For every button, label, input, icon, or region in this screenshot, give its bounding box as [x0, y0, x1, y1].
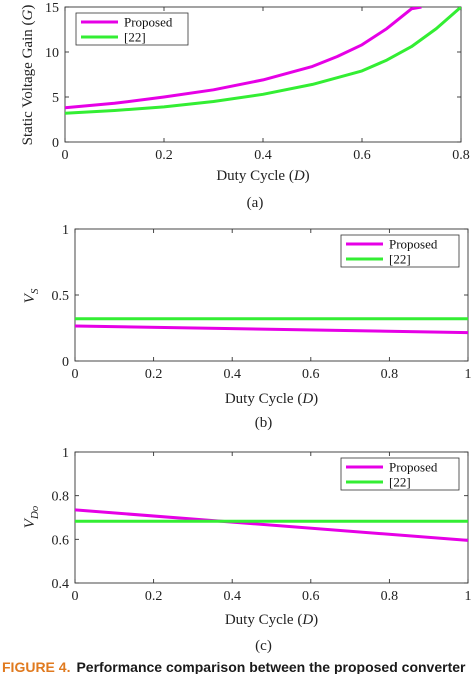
y-axis-label-var: G — [20, 10, 36, 21]
subfigure-caption: (c) — [255, 638, 272, 654]
x-tick-label: 0.8 — [381, 589, 399, 604]
series-group — [75, 508, 468, 542]
y-axis-label-var: V — [22, 292, 38, 303]
y-axis-label-subscript: S — [29, 288, 41, 294]
legend-label: [22] — [124, 30, 146, 45]
y-tick-label: 0.4 — [52, 577, 70, 592]
legend-label: Proposed — [389, 237, 438, 252]
x-tick-label: 0.4 — [223, 367, 241, 382]
y-axis-label-text: Static Voltage Gain ( — [20, 20, 36, 145]
series-group — [65, 7, 461, 115]
x-tick-label: 0.2 — [155, 148, 173, 163]
x-tick-label: 0 — [72, 367, 79, 382]
x-tick-label: 0.4 — [254, 148, 272, 163]
plot-frame — [74, 451, 469, 584]
series-line-proposed — [75, 508, 468, 542]
legend: Proposed[22] — [340, 457, 460, 491]
x-axis-label-close: ) — [305, 168, 310, 184]
y-tick-label: 0 — [52, 136, 59, 151]
legend-box — [75, 12, 189, 46]
series-line-proposed — [65, 7, 422, 110]
x-tick-label: 0 — [72, 589, 79, 604]
x-tick-label: 0.2 — [145, 367, 163, 382]
legend-label: [22] — [389, 252, 411, 267]
x-axis-label-close: ) — [313, 612, 318, 628]
chart-panel: 0 0.2 0.4 0.6 0.8 1 0.4 0.6 0.8 1 Proposed[22] Duty… — [22, 446, 472, 654]
legend: Proposed[22] — [340, 234, 460, 268]
legend-label: Proposed — [389, 460, 438, 475]
x-axis-label: Duty Cycle (D) — [225, 612, 318, 628]
x-axis-label: Duty Cycle (D) — [216, 168, 309, 184]
y-axis-label-subscript: Do — [29, 505, 41, 520]
x-tick-label: 0.6 — [302, 367, 320, 382]
legend: Proposed[22] — [75, 12, 189, 46]
legend-box — [340, 457, 460, 491]
series-line-proposed — [75, 324, 468, 335]
figure-caption: FIGURE 4. Performance comparison between … — [2, 659, 466, 674]
x-tick-label: 1 — [465, 589, 472, 604]
chart-panel: 0 0.2 0.4 0.6 0.8 0 5 10 15 Proposed[22] Duty Cycl… — [20, 1, 470, 211]
series-group — [75, 317, 468, 335]
y-tick-label: 15 — [45, 1, 59, 16]
y-tick-label: 0 — [62, 355, 69, 370]
x-tick-label: 0.6 — [353, 148, 371, 163]
y-tick-label: 0.8 — [52, 490, 70, 505]
x-tick-label: 0.8 — [381, 367, 399, 382]
figure-caption-label: FIGURE 4. — [2, 659, 70, 674]
y-tick-label: 5 — [52, 91, 59, 106]
y-axis-label: Static Voltage Gain (G) — [20, 5, 36, 146]
y-axis-label-var: V — [22, 517, 38, 528]
x-axis-label-close: ) — [313, 391, 318, 407]
y-axis-label-close: ) — [20, 5, 36, 10]
x-tick-label: 1 — [465, 367, 472, 382]
x-tick-label: 0.2 — [145, 589, 163, 604]
figure-caption-text: Performance comparison between the propo… — [76, 659, 466, 674]
y-tick-label: 1 — [62, 223, 69, 238]
x-axis-label-text: Duty Cycle ( — [225, 612, 302, 628]
x-axis-label-var: D — [293, 168, 305, 184]
subfigure-caption: (a) — [247, 195, 264, 211]
legend-box — [340, 234, 460, 268]
x-axis-label-var: D — [301, 391, 313, 407]
x-axis-label: Duty Cycle (D) — [225, 391, 318, 407]
x-tick-label: 0 — [62, 148, 69, 163]
x-axis-label-text: Duty Cycle ( — [216, 168, 293, 184]
y-tick-label: 10 — [45, 46, 59, 61]
y-axis-label: VDo — [22, 505, 41, 528]
legend-label: Proposed — [124, 15, 173, 30]
subfigure-caption: (b) — [255, 415, 273, 431]
legend-label: [22] — [389, 475, 411, 490]
x-axis-label-text: Duty Cycle ( — [225, 391, 302, 407]
series-line-ref22 — [65, 7, 461, 115]
y-tick-label: 0.5 — [52, 289, 70, 304]
x-tick-label: 0.4 — [223, 589, 241, 604]
x-axis-label-var: D — [301, 612, 313, 628]
x-tick-label: 0.6 — [302, 589, 320, 604]
y-tick-label: 0.6 — [52, 533, 70, 548]
y-tick-label: 1 — [62, 446, 69, 461]
x-tick-label: 0.8 — [452, 148, 470, 163]
chart-panel: 0 0.2 0.4 0.6 0.8 1 0 0.5 1 Proposed[22] Duty Cycl… — [22, 223, 472, 431]
y-axis-label: VS — [22, 288, 41, 303]
